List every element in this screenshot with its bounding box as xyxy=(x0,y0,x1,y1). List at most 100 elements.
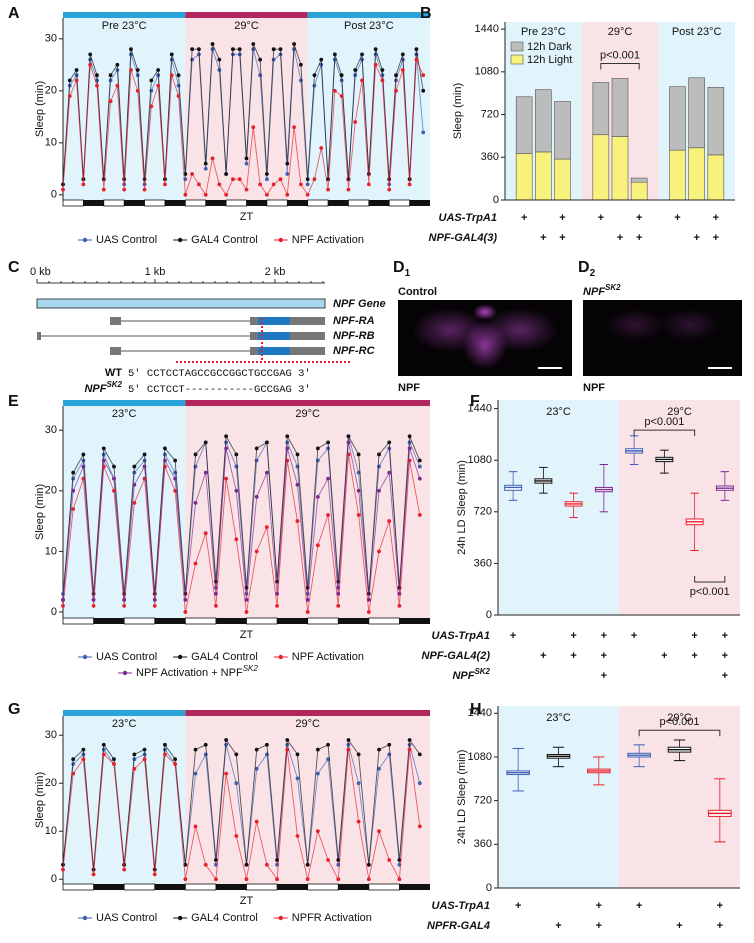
point xyxy=(254,819,259,824)
point xyxy=(295,752,300,757)
annotation: p<0.001 xyxy=(644,416,684,428)
point xyxy=(387,470,392,475)
point xyxy=(305,610,310,614)
genotype-mark: + xyxy=(713,212,719,224)
point xyxy=(264,525,269,530)
legend-dot xyxy=(82,237,88,243)
genotype-mark: + xyxy=(559,232,565,244)
image-panel: D1 Control NPF D2 NPFSK2 NPF xyxy=(393,259,742,394)
legend-name: UAS Control xyxy=(96,651,157,663)
sequence-name: WT xyxy=(105,367,122,379)
exon xyxy=(110,347,121,355)
genotype-label: UAS-TrpA1 xyxy=(432,900,490,912)
light-phase xyxy=(307,199,329,207)
point xyxy=(417,513,422,517)
genotype-mark: + xyxy=(717,900,723,912)
title-base: NPF xyxy=(583,286,605,298)
point xyxy=(394,73,398,78)
point xyxy=(275,603,279,608)
point xyxy=(108,99,113,104)
panel-letter: B xyxy=(420,5,432,22)
legend-dot xyxy=(278,654,283,660)
point xyxy=(397,591,402,596)
point xyxy=(353,68,358,72)
point xyxy=(129,47,133,52)
point xyxy=(407,446,412,451)
point xyxy=(237,47,242,52)
point xyxy=(305,177,310,182)
light-phase xyxy=(62,199,84,207)
bar-dark xyxy=(611,78,629,137)
point xyxy=(356,819,361,824)
y-tick-label: 30 xyxy=(45,33,57,45)
point xyxy=(254,549,259,554)
exon xyxy=(250,347,258,355)
point xyxy=(387,858,392,862)
point xyxy=(346,440,351,445)
panel-letter: E xyxy=(8,393,19,410)
point xyxy=(234,834,239,838)
point xyxy=(326,742,330,747)
point xyxy=(210,156,215,161)
y-tick-label: 1080 xyxy=(475,66,499,78)
genotype-mark: + xyxy=(540,650,546,662)
genotype-mark: + xyxy=(596,900,602,912)
legend-label: NPFR Activation xyxy=(292,912,372,924)
point xyxy=(305,182,310,187)
light-phase xyxy=(307,617,339,625)
point xyxy=(203,531,208,536)
point xyxy=(421,88,426,93)
bar-light xyxy=(669,149,686,201)
image-title: Control xyxy=(398,286,437,298)
point xyxy=(264,177,269,182)
point xyxy=(224,434,229,439)
dark-phase xyxy=(399,618,430,624)
exon xyxy=(290,332,325,340)
genotype-mark: + xyxy=(713,232,719,244)
point xyxy=(149,104,154,109)
point xyxy=(387,519,392,523)
region xyxy=(619,400,740,615)
y-tick-label: 0 xyxy=(493,194,499,206)
dark-phase xyxy=(83,200,104,206)
y-tick-label: 20 xyxy=(45,777,57,789)
bar-dark xyxy=(515,96,533,155)
genotype-label: NPF-GAL4(3) xyxy=(429,232,498,244)
y-tick-label: 360 xyxy=(474,838,492,850)
point xyxy=(312,177,317,182)
point xyxy=(61,597,65,602)
bar-light xyxy=(535,151,552,201)
x-axis-label: ZT xyxy=(240,211,254,223)
exon xyxy=(258,317,290,325)
dark-phase xyxy=(368,200,390,206)
bar-light xyxy=(611,136,629,201)
point xyxy=(152,603,157,608)
point xyxy=(101,446,106,451)
point xyxy=(61,187,65,192)
point xyxy=(101,187,106,192)
point xyxy=(264,742,269,747)
region-label: Pre 23°C xyxy=(102,20,147,32)
point xyxy=(173,476,178,481)
light-phase xyxy=(62,883,94,891)
bar-dark xyxy=(535,89,552,153)
panel-letter: C xyxy=(8,259,20,276)
legend-label: GAL4 Control xyxy=(191,912,258,924)
point xyxy=(271,182,276,187)
series-line xyxy=(62,454,421,613)
light-phase xyxy=(184,199,207,207)
point xyxy=(360,52,364,57)
point xyxy=(332,52,337,57)
point xyxy=(271,47,276,52)
point xyxy=(397,858,402,862)
point xyxy=(319,57,324,62)
legend-name: GAL4 Control xyxy=(191,651,258,663)
light-phase xyxy=(184,617,217,625)
legend-swatch xyxy=(510,41,524,52)
point xyxy=(292,125,296,130)
region-label: 29°C xyxy=(295,408,320,420)
point xyxy=(244,862,249,867)
annotation: p<0.001 xyxy=(600,49,640,61)
region-label: 23°C xyxy=(546,406,571,418)
y-tick-label: 720 xyxy=(474,506,492,518)
